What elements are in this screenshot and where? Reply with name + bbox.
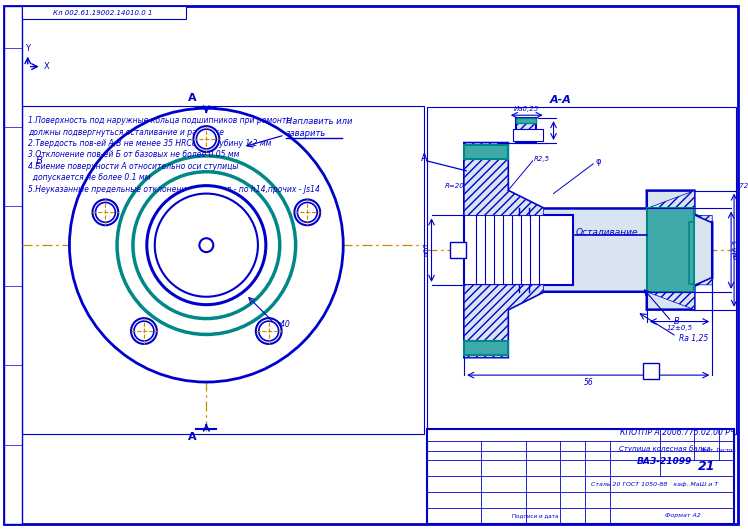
- Circle shape: [133, 172, 280, 319]
- Circle shape: [117, 156, 295, 334]
- Bar: [643, 363, 659, 379]
- Text: R2,5: R2,5: [533, 156, 550, 162]
- Text: 1.Поверхность под наружные кольца подшипников при ремонте: 1.Поверхность под наружные кольца подшип…: [28, 116, 291, 125]
- Polygon shape: [647, 278, 712, 310]
- Text: Листов: Листов: [716, 448, 737, 453]
- Text: В: В: [673, 317, 679, 326]
- Text: X: X: [43, 62, 49, 71]
- Text: Y: Y: [25, 44, 30, 52]
- Bar: [465, 145, 508, 159]
- Circle shape: [295, 199, 320, 225]
- Text: Иа0,25: Иа0,25: [514, 106, 539, 112]
- Bar: [690, 223, 694, 284]
- Text: 5.Неуказанные предельные отклонения размеров - по h14,прочих - Js14: 5.Неуказанные предельные отклонения разм…: [28, 184, 319, 193]
- Bar: [516, 118, 536, 143]
- Text: А-А: А-А: [550, 95, 571, 105]
- Text: φ40: φ40: [276, 320, 290, 329]
- Circle shape: [131, 318, 157, 344]
- Circle shape: [70, 108, 343, 382]
- Circle shape: [93, 199, 118, 225]
- Polygon shape: [465, 285, 544, 357]
- Text: 4.Биение поверхности А относительно оси ступицы: 4.Биение поверхности А относительно оси …: [28, 162, 238, 171]
- Text: Сталь 20 ГОСТ 1050-88   каф. МаШ и Т: Сталь 20 ГОСТ 1050-88 каф. МаШ и Т: [591, 482, 718, 487]
- Text: Иа0,25: Иа0,25: [516, 132, 539, 138]
- Polygon shape: [465, 143, 544, 215]
- Text: КПОТПР А 2006.775.02.00 РЧ: КПОТПР А 2006.775.02.00 РЧ: [620, 428, 735, 437]
- Text: 56: 56: [583, 378, 593, 387]
- Circle shape: [298, 202, 317, 222]
- Text: Осталивание: Осталивание: [575, 228, 638, 237]
- Circle shape: [155, 193, 258, 297]
- Text: должны подвергнуться осталивание и расточке: должны подвергнуться осталивание и расто…: [28, 128, 224, 137]
- Text: В: В: [36, 156, 43, 166]
- Bar: [516, 118, 536, 123]
- Polygon shape: [465, 143, 712, 357]
- Text: Кл 002.61.19002.14010.0 1: Кл 002.61.19002.14010.0 1: [53, 10, 153, 16]
- Circle shape: [197, 129, 216, 149]
- Polygon shape: [647, 191, 712, 223]
- Bar: [465, 341, 508, 355]
- Text: 3.Отклонение пов-ей Б от базовых не более 0.05 мм: 3.Отклонение пов-ей Б от базовых не боле…: [28, 151, 239, 160]
- Bar: [4, 6, 22, 524]
- Polygon shape: [465, 215, 574, 285]
- Text: ø60: ø60: [423, 243, 429, 257]
- Text: 2.Твердость пов-ей А,В не менее 35 HRCс на глубину 1.2 мм: 2.Твердость пов-ей А,В не менее 35 HRCс …: [28, 139, 272, 148]
- Text: ø46,5: ø46,5: [733, 240, 739, 260]
- Bar: [426, 107, 736, 434]
- Circle shape: [96, 202, 115, 222]
- Circle shape: [194, 126, 219, 152]
- Bar: [22, 107, 423, 434]
- Text: допускается не более 0.1 мм: допускается не более 0.1 мм: [28, 173, 150, 182]
- Circle shape: [147, 186, 266, 305]
- Bar: [516, 118, 536, 143]
- Text: В: В: [648, 367, 654, 376]
- Bar: [647, 208, 694, 292]
- Text: Лист: Лист: [699, 448, 714, 453]
- Text: ВАЗ-21099: ВАЗ-21099: [637, 457, 692, 466]
- Text: 21: 21: [698, 460, 715, 473]
- Circle shape: [256, 318, 281, 344]
- Text: R=20: R=20: [444, 183, 465, 189]
- Bar: [22, 6, 186, 19]
- Text: А: А: [188, 431, 197, 441]
- Bar: [450, 242, 466, 258]
- Circle shape: [259, 321, 279, 341]
- Text: А: А: [188, 93, 197, 103]
- Text: Подписи и дата: Подписи и дата: [512, 514, 559, 518]
- Text: А: А: [421, 153, 428, 163]
- Text: ø72: ø72: [735, 183, 748, 189]
- Text: 12±0,5: 12±0,5: [666, 324, 693, 331]
- Text: Формат А2: Формат А2: [665, 514, 700, 518]
- Text: Ra 1,25: Ra 1,25: [678, 334, 708, 343]
- Text: Б: Б: [456, 245, 462, 254]
- Bar: [426, 429, 734, 524]
- Text: Наплавить или
заварить: Наплавить или заварить: [286, 117, 352, 138]
- Text: φ: φ: [595, 157, 601, 166]
- Circle shape: [200, 238, 213, 252]
- Circle shape: [134, 321, 154, 341]
- Text: Ступица колесная балка: Ступица колесная балка: [619, 445, 711, 452]
- Bar: [513, 129, 542, 141]
